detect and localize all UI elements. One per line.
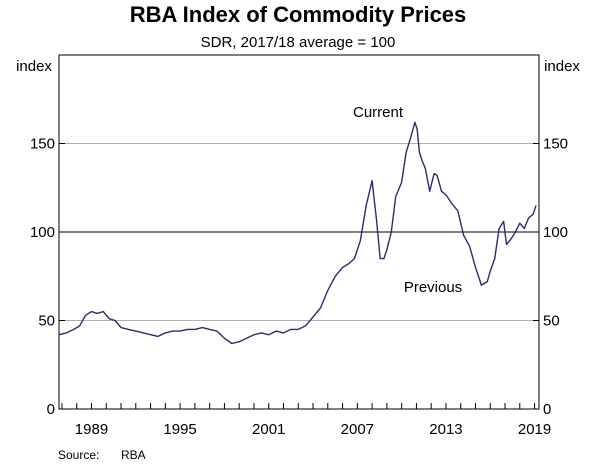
y-axis-right-label: index bbox=[544, 58, 580, 75]
y-tick-label-left: 0 bbox=[47, 401, 55, 418]
x-tick-label: 2001 bbox=[252, 421, 285, 438]
y-tick-label-right: 50 bbox=[543, 313, 560, 330]
grid-lines bbox=[59, 143, 539, 321]
y-ticks-right: 0 50 100 150 bbox=[533, 136, 568, 418]
y-tick-label-right: 0 bbox=[543, 401, 551, 418]
x-tick-label: 2013 bbox=[429, 421, 462, 438]
chart-title: RBA Index of Commodity Prices bbox=[130, 2, 467, 27]
y-tick-label-right: 100 bbox=[543, 224, 568, 241]
series-group bbox=[58, 121, 537, 345]
source-value: RBA bbox=[121, 448, 146, 462]
x-tick-label: 1995 bbox=[163, 421, 196, 438]
series-line-0 bbox=[58, 121, 537, 345]
y-tick-label-left: 50 bbox=[38, 313, 55, 330]
y-ticks-left: 0 50 100 150 bbox=[30, 136, 65, 418]
y-tick-label-left: 100 bbox=[30, 224, 55, 241]
y-tick-label-right: 150 bbox=[543, 136, 568, 153]
source-label: Source: bbox=[58, 448, 99, 462]
chart-subtitle: SDR, 2017/18 average = 100 bbox=[201, 34, 396, 51]
x-tick-label: 2007 bbox=[341, 421, 374, 438]
x-ticks: 1989 1995 2001 2007 2013 2019 bbox=[61, 403, 551, 438]
annotation-current: Current bbox=[353, 104, 404, 121]
y-tick-label-left: 150 bbox=[30, 136, 55, 153]
y-axis-left-label: index bbox=[16, 58, 52, 75]
annotation-previous: Previous bbox=[404, 279, 462, 296]
x-tick-label: 1989 bbox=[75, 421, 108, 438]
x-tick-label: 2019 bbox=[518, 421, 551, 438]
